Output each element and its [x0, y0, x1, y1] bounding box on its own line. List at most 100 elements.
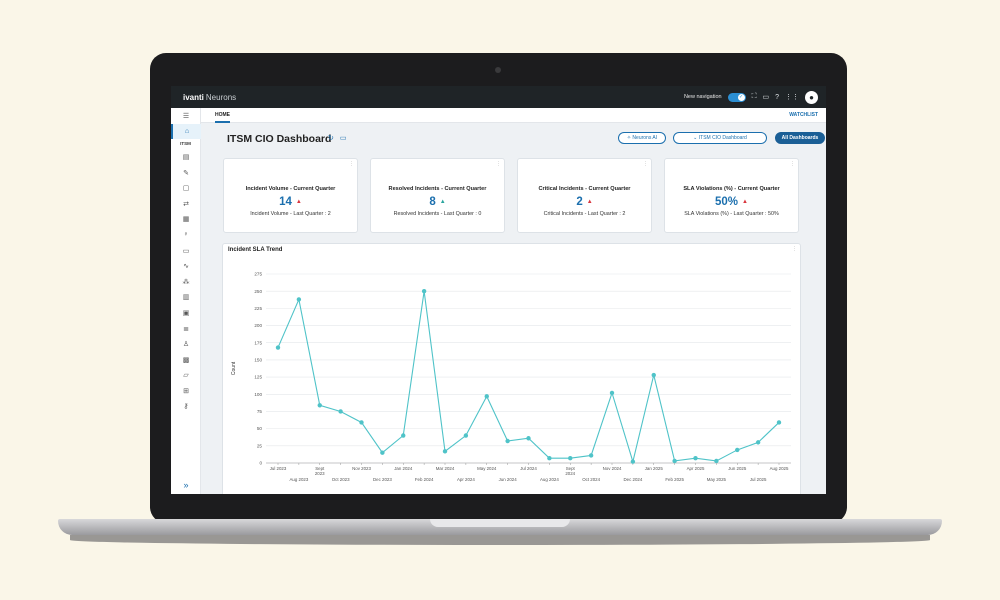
- apps-grid-icon[interactable]: ⋮⋮: [785, 94, 799, 101]
- incident-sla-trend-chart: Incident SLA Trend ⋮ 0 25 50 75 100 125 150 175…: [222, 243, 801, 494]
- y-tick-label: 75: [257, 409, 263, 414]
- neurons-ai-button[interactable]: ✧ Neurons AI: [618, 132, 666, 144]
- problem-icon[interactable]: ✎: [183, 169, 189, 177]
- expand-sidebar-icon[interactable]: »: [183, 480, 189, 490]
- y-tick-label: 50: [257, 426, 263, 431]
- settings-icon[interactable]: ⚷: [183, 403, 189, 411]
- card-value: 50% ▲: [715, 196, 748, 208]
- monitor-icon[interactable]: ▭: [182, 247, 190, 255]
- y-axis-label: Count: [231, 361, 237, 375]
- card-more-icon[interactable]: ⋮: [790, 161, 795, 167]
- brand-logo[interactable]: ivanti Neurons: [183, 92, 237, 102]
- user-icon[interactable]: ♙: [182, 341, 190, 349]
- kpi-card[interactable]: ⋮ Resolved Incidents - Current Quarter 8 ▲ R…: [370, 158, 505, 233]
- data-point: [338, 409, 343, 414]
- y-tick-label: 25: [257, 443, 263, 448]
- alert-icon[interactable]: ▢: [182, 185, 190, 193]
- tasks-icon[interactable]: ≣: [183, 325, 189, 333]
- data-point: [380, 450, 385, 455]
- data-point: [484, 394, 489, 399]
- card-subtitle: Resolved Incidents - Last Quarter : 0: [393, 211, 482, 217]
- menu-icon[interactable]: ☰: [182, 112, 190, 120]
- x-tick-label: Aug 2025: [770, 466, 789, 471]
- user-avatar[interactable]: ●: [805, 90, 818, 104]
- reports-icon[interactable]: ▥: [182, 294, 190, 302]
- data-point: [463, 433, 469, 438]
- x-tick-label: Aug 2023: [289, 477, 308, 482]
- tab-bar: HOME WATCHLIST: [201, 108, 826, 123]
- laptop-base: [58, 519, 942, 535]
- y-tick-label: 275: [254, 272, 262, 277]
- laptop-base-shadow: [70, 535, 930, 545]
- card-more-icon[interactable]: ⋮: [496, 161, 501, 167]
- x-tick-label: Jun 2025: [728, 466, 747, 471]
- calendar-icon[interactable]: ▣: [182, 309, 190, 317]
- home-icon[interactable]: ⌂: [171, 123, 201, 140]
- refresh-icon[interactable]: ↻: [328, 135, 334, 142]
- change-icon[interactable]: ⇄: [183, 200, 189, 208]
- x-tick-label: Oct 2023: [332, 477, 350, 482]
- analytics-icon[interactable]: ∿: [183, 263, 189, 271]
- trend-up-icon: ▲: [586, 198, 593, 205]
- knowledge-icon[interactable]: ♀: [183, 231, 189, 239]
- page-title: ITSM CIO Dashboard: [227, 133, 332, 145]
- new-navigation-toggle[interactable]: [727, 92, 746, 102]
- data-point: [296, 297, 302, 302]
- data-point: [317, 403, 322, 408]
- data-point: [714, 458, 719, 464]
- x-tick-label: Feb 2024: [415, 477, 434, 482]
- data-point: [776, 420, 782, 425]
- y-tick-label: 250: [254, 289, 262, 294]
- card-title: SLA Violations (%) - Current Quarter: [683, 186, 780, 192]
- x-tick-label: Nov 2024: [603, 466, 622, 471]
- data-point: [630, 459, 636, 464]
- chart-title: Incident SLA Trend: [228, 247, 283, 253]
- data-point: [401, 433, 406, 438]
- chat-bubble-icon[interactable]: ▱: [183, 372, 189, 380]
- expand-icon[interactable]: ⛶: [751, 93, 757, 100]
- incident-icon[interactable]: ▤: [182, 153, 190, 161]
- x-tick-label: May 2024: [477, 466, 497, 471]
- y-tick-label: 200: [254, 323, 262, 328]
- data-point: [359, 420, 364, 425]
- kpi-card[interactable]: ⋮ Critical Incidents - Current Quarter 2 ▲ C…: [517, 158, 652, 233]
- chart-svg: 0 25 50 75 100 125 150 175 200 225 250 275 Count Jul …: [231, 272, 791, 482]
- x-tick-label: May 2025: [707, 477, 727, 482]
- data-point: [547, 455, 552, 461]
- camera-dot: [495, 67, 501, 73]
- kpi-card[interactable]: ⋮ Incident Volume - Current Quarter 14 ▲ Inc…: [223, 158, 358, 233]
- all-dashboards-button[interactable]: All Dashboards: [775, 132, 825, 144]
- data-point: [755, 440, 761, 445]
- network-icon[interactable]: ⁂: [182, 278, 190, 286]
- data-point: [568, 455, 573, 461]
- release-icon[interactable]: ▦: [182, 216, 190, 224]
- x-tick-label: Jul 2024: [520, 466, 537, 471]
- card-more-icon[interactable]: ⋮: [643, 161, 648, 167]
- apps-icon[interactable]: ⊞: [183, 387, 189, 395]
- chart-more-icon[interactable]: ⋮: [792, 246, 797, 252]
- card-value: 14 ▲: [279, 196, 302, 208]
- x-tick-label: Apr 2025: [687, 466, 705, 471]
- dashboard-select[interactable]: ⌄ ITSM CIO Dashboard: [673, 132, 767, 144]
- layout-icon[interactable]: ▭: [339, 135, 347, 142]
- y-tick-label: 150: [254, 358, 262, 363]
- card-more-icon[interactable]: ⋮: [349, 161, 354, 167]
- tab-home[interactable]: HOME: [215, 108, 230, 123]
- data-point: [609, 390, 615, 396]
- x-tick-label: Apr 2024: [457, 477, 475, 482]
- data-point: [588, 453, 594, 458]
- tab-watchlist[interactable]: WATCHLIST: [789, 112, 818, 118]
- x-tick-label: Oct 2024: [582, 477, 600, 482]
- x-tick-label: Feb 2025: [665, 477, 684, 482]
- data-point: [693, 455, 698, 461]
- kpi-card[interactable]: ⋮ SLA Violations (%) - Current Quarter 50%…: [664, 158, 799, 233]
- new-navigation-label: New navigation: [683, 94, 722, 100]
- x-tick-label: Aug 2024: [540, 477, 559, 482]
- card-title: Critical Incidents - Current Quarter: [538, 186, 631, 192]
- workspace-icon[interactable]: ▩: [182, 356, 190, 364]
- x-tick-label-year: 2024: [565, 471, 575, 476]
- help-icon[interactable]: ?: [775, 93, 779, 101]
- chat-icon[interactable]: ▭: [762, 94, 770, 101]
